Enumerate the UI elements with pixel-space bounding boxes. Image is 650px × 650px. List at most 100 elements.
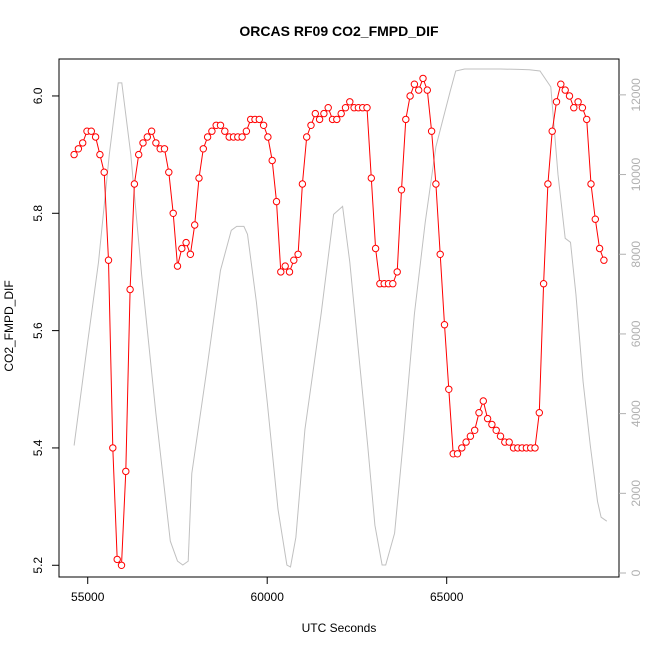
co2-point xyxy=(423,86,431,94)
co2-point xyxy=(432,180,440,188)
co2-point xyxy=(346,98,354,106)
co2-point xyxy=(462,438,470,446)
co2-point xyxy=(104,256,113,264)
co2-point xyxy=(410,80,419,88)
co2-point xyxy=(531,444,539,452)
co2-point xyxy=(87,127,96,135)
co2-point xyxy=(311,109,319,118)
co2-point xyxy=(406,92,414,100)
co2-point xyxy=(475,409,483,417)
co2-point xyxy=(341,104,350,112)
co2-point xyxy=(587,180,595,188)
co2-point xyxy=(324,104,332,112)
co2-point xyxy=(143,133,152,141)
co2-point xyxy=(113,555,121,564)
y-tick-label: 5.4 xyxy=(31,439,45,456)
co2-point xyxy=(70,150,78,159)
co2-point xyxy=(574,98,582,106)
co2-point xyxy=(363,104,371,112)
co2-point xyxy=(268,156,276,165)
co2-point xyxy=(100,168,108,176)
co2-point xyxy=(320,109,328,118)
co2-point xyxy=(135,150,143,159)
y-tick-label: 5.2 xyxy=(31,557,45,574)
co2-point xyxy=(96,150,104,159)
co2-point xyxy=(208,127,216,135)
co2-point xyxy=(583,115,591,124)
co2-point xyxy=(173,262,182,270)
co2-point xyxy=(337,109,345,118)
co2-point xyxy=(199,145,208,153)
co2-series xyxy=(70,74,608,569)
co2-point xyxy=(496,432,505,440)
altitude-series xyxy=(73,68,608,568)
co2-point xyxy=(294,250,302,259)
y2-tick-label: 12000 xyxy=(629,78,643,112)
co2-point xyxy=(182,238,190,247)
co2-point xyxy=(445,385,453,393)
co2-point xyxy=(397,186,406,194)
co2-point xyxy=(415,86,423,94)
co2-point xyxy=(191,221,199,229)
co2-point xyxy=(367,174,375,182)
co2-point xyxy=(264,133,272,141)
co2-point xyxy=(79,139,87,147)
co2-point xyxy=(333,115,341,124)
co2-point xyxy=(221,127,229,135)
co2-point xyxy=(303,133,311,141)
co2-point xyxy=(255,115,263,124)
co2-point xyxy=(570,104,578,112)
co2-point xyxy=(165,168,173,176)
co2-point xyxy=(152,139,160,147)
y-tick-label: 6.0 xyxy=(31,87,45,104)
co2-point xyxy=(453,450,462,458)
co2-point xyxy=(298,180,307,188)
x-tick-label: 55000 xyxy=(71,590,105,604)
co2-point xyxy=(595,244,604,253)
co2-point xyxy=(169,209,177,218)
x-tick-label: 60000 xyxy=(251,590,285,604)
co2-point xyxy=(419,74,427,83)
co2-line xyxy=(73,76,605,567)
co2-point xyxy=(178,244,186,253)
co2-point xyxy=(548,127,556,135)
y2-tick-label: 10000 xyxy=(629,158,643,192)
co2-point xyxy=(479,397,487,405)
altitude-line xyxy=(73,68,608,568)
co2-point xyxy=(160,145,169,153)
co2-point xyxy=(427,127,436,135)
x-axis-label: UTC Seconds xyxy=(302,621,377,635)
co2-point xyxy=(242,127,251,135)
co2-point xyxy=(591,215,599,223)
co2-point xyxy=(74,145,83,153)
co2-point xyxy=(186,250,195,259)
co2-point xyxy=(126,285,134,294)
y2-tick-label: 8000 xyxy=(629,241,643,268)
co2-point xyxy=(285,268,294,276)
co2-point xyxy=(561,86,569,94)
co2-point xyxy=(91,133,100,141)
co2-point xyxy=(600,256,608,264)
co2-point xyxy=(436,250,444,259)
co2-point xyxy=(565,92,574,100)
co2-point xyxy=(238,133,246,141)
co2-point xyxy=(488,420,496,429)
co2-point xyxy=(203,133,212,141)
co2-point xyxy=(393,268,401,276)
y-axis-label: CO2_FMPD_DIF xyxy=(2,280,16,371)
y2-tick-label: 6000 xyxy=(629,320,643,347)
y2-tick-label: 0 xyxy=(629,569,643,576)
co2-point xyxy=(371,244,380,253)
x-tick-label: 65000 xyxy=(430,590,464,604)
co2-point xyxy=(402,115,410,124)
co2-point xyxy=(139,139,147,147)
co2-point xyxy=(122,467,130,476)
co2-point xyxy=(539,280,548,288)
co2-point xyxy=(117,561,126,569)
co2-point xyxy=(505,438,513,446)
co2-point xyxy=(290,256,298,264)
y-tick-label: 5.6 xyxy=(31,322,45,339)
co2-point xyxy=(440,321,449,329)
co2-point xyxy=(315,115,324,124)
co2-point xyxy=(389,280,397,288)
